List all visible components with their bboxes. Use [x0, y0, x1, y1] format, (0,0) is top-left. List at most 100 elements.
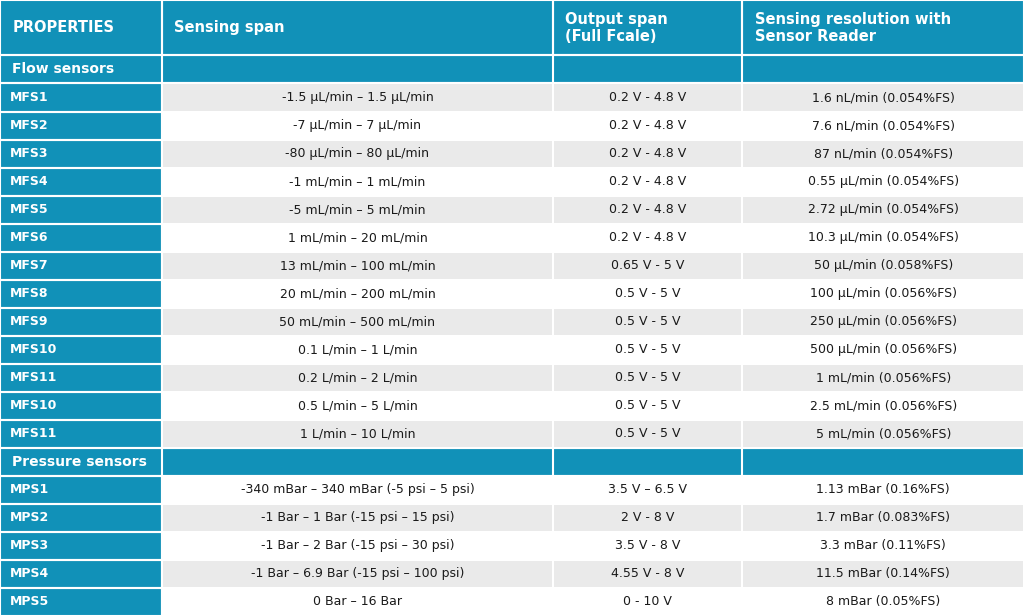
Text: 87 nL/min (0.054%FS): 87 nL/min (0.054%FS): [814, 147, 952, 160]
Text: MPS5: MPS5: [10, 596, 49, 609]
Bar: [742, 476, 1024, 504]
Bar: [742, 224, 1024, 252]
Text: Output span
(Full Fcale): Output span (Full Fcale): [565, 12, 668, 44]
Bar: [553, 560, 742, 588]
Text: -340 mBar – 340 mBar (-5 psi – 5 psi): -340 mBar – 340 mBar (-5 psi – 5 psi): [241, 484, 474, 496]
Bar: [553, 392, 742, 420]
Text: 0.5 V - 5 V: 0.5 V - 5 V: [615, 343, 680, 356]
Bar: [0, 111, 162, 140]
Bar: [742, 420, 1024, 448]
Bar: [553, 280, 742, 308]
Bar: [553, 196, 742, 224]
Text: 1 mL/min – 20 mL/min: 1 mL/min – 20 mL/min: [288, 231, 427, 244]
Text: MFS1: MFS1: [10, 91, 49, 104]
Bar: [553, 420, 742, 448]
Bar: [553, 504, 742, 532]
Bar: [742, 532, 1024, 560]
Text: MFS10: MFS10: [10, 399, 57, 412]
Text: -1 mL/min – 1 mL/min: -1 mL/min – 1 mL/min: [289, 175, 426, 188]
Bar: [0, 308, 162, 336]
Text: 13 mL/min – 100 mL/min: 13 mL/min – 100 mL/min: [280, 259, 435, 272]
Text: MFS11: MFS11: [10, 428, 57, 440]
Text: MFS5: MFS5: [10, 203, 49, 216]
Bar: [162, 0, 553, 55]
Text: 2.5 mL/min (0.056%FS): 2.5 mL/min (0.056%FS): [810, 399, 956, 412]
Bar: [553, 336, 742, 364]
Text: 8 mBar (0.05%FS): 8 mBar (0.05%FS): [826, 596, 940, 609]
Text: -80 μL/min – 80 μL/min: -80 μL/min – 80 μL/min: [286, 147, 429, 160]
Text: 3.5 V – 6.5 V: 3.5 V – 6.5 V: [608, 484, 687, 496]
Bar: [742, 504, 1024, 532]
Text: -1.5 μL/min – 1.5 μL/min: -1.5 μL/min – 1.5 μL/min: [282, 91, 433, 104]
Text: MFS11: MFS11: [10, 371, 57, 384]
Bar: [0, 420, 162, 448]
Bar: [742, 84, 1024, 111]
Bar: [162, 84, 553, 111]
Text: 0.1 L/min – 1 L/min: 0.1 L/min – 1 L/min: [298, 343, 417, 356]
Bar: [553, 168, 742, 196]
Bar: [742, 308, 1024, 336]
Bar: [0, 55, 1024, 84]
Text: Sensing resolution with
Sensor Reader: Sensing resolution with Sensor Reader: [755, 12, 951, 44]
Bar: [162, 224, 553, 252]
Text: 5 mL/min (0.056%FS): 5 mL/min (0.056%FS): [815, 428, 951, 440]
Bar: [0, 196, 162, 224]
Text: 1.7 mBar (0.083%FS): 1.7 mBar (0.083%FS): [816, 511, 950, 524]
Bar: [742, 392, 1024, 420]
Text: 0.5 V - 5 V: 0.5 V - 5 V: [615, 428, 680, 440]
Bar: [0, 364, 162, 392]
Text: 50 μL/min (0.058%FS): 50 μL/min (0.058%FS): [814, 259, 952, 272]
Text: 7.6 nL/min (0.054%FS): 7.6 nL/min (0.054%FS): [812, 119, 954, 132]
Bar: [742, 364, 1024, 392]
Text: PROPERTIES: PROPERTIES: [12, 20, 115, 35]
Text: MFS3: MFS3: [10, 147, 49, 160]
Text: Flow sensors: Flow sensors: [12, 62, 115, 76]
Bar: [0, 84, 162, 111]
Text: MFS7: MFS7: [10, 259, 49, 272]
Bar: [162, 560, 553, 588]
Bar: [162, 308, 553, 336]
Bar: [553, 84, 742, 111]
Text: 10.3 μL/min (0.054%FS): 10.3 μL/min (0.054%FS): [808, 231, 958, 244]
Text: 0 Bar – 16 Bar: 0 Bar – 16 Bar: [313, 596, 401, 609]
Text: 0.2 V - 4.8 V: 0.2 V - 4.8 V: [609, 147, 686, 160]
Text: 3.3 mBar (0.11%FS): 3.3 mBar (0.11%FS): [820, 540, 946, 553]
Text: MPS1: MPS1: [10, 484, 49, 496]
Bar: [553, 140, 742, 168]
Text: 3.5 V - 8 V: 3.5 V - 8 V: [615, 540, 680, 553]
Bar: [162, 252, 553, 280]
Bar: [0, 336, 162, 364]
Text: 0 - 10 V: 0 - 10 V: [624, 596, 672, 609]
Bar: [162, 476, 553, 504]
Bar: [0, 392, 162, 420]
Text: MFS6: MFS6: [10, 231, 49, 244]
Bar: [162, 196, 553, 224]
Bar: [0, 140, 162, 168]
Text: 2 V - 8 V: 2 V - 8 V: [621, 511, 675, 524]
Text: -1 Bar – 6.9 Bar (-15 psi – 100 psi): -1 Bar – 6.9 Bar (-15 psi – 100 psi): [251, 567, 464, 580]
Text: 1.6 nL/min (0.054%FS): 1.6 nL/min (0.054%FS): [812, 91, 954, 104]
Bar: [162, 504, 553, 532]
Text: MPS2: MPS2: [10, 511, 49, 524]
Text: 1 L/min – 10 L/min: 1 L/min – 10 L/min: [300, 428, 415, 440]
Text: 20 mL/min – 200 mL/min: 20 mL/min – 200 mL/min: [280, 287, 435, 300]
Text: -1 Bar – 1 Bar (-15 psi – 15 psi): -1 Bar – 1 Bar (-15 psi – 15 psi): [261, 511, 454, 524]
Bar: [742, 0, 1024, 55]
Bar: [742, 168, 1024, 196]
Text: 0.2 V - 4.8 V: 0.2 V - 4.8 V: [609, 203, 686, 216]
Text: 0.5 V - 5 V: 0.5 V - 5 V: [615, 315, 680, 328]
Bar: [0, 280, 162, 308]
Bar: [162, 168, 553, 196]
Text: -7 μL/min – 7 μL/min: -7 μL/min – 7 μL/min: [293, 119, 422, 132]
Bar: [742, 560, 1024, 588]
Bar: [162, 280, 553, 308]
Bar: [162, 140, 553, 168]
Text: MPS4: MPS4: [10, 567, 49, 580]
Bar: [742, 111, 1024, 140]
Bar: [742, 196, 1024, 224]
Bar: [553, 224, 742, 252]
Bar: [162, 588, 553, 616]
Text: 0.2 V - 4.8 V: 0.2 V - 4.8 V: [609, 175, 686, 188]
Text: 4.55 V - 8 V: 4.55 V - 8 V: [611, 567, 684, 580]
Bar: [0, 0, 162, 55]
